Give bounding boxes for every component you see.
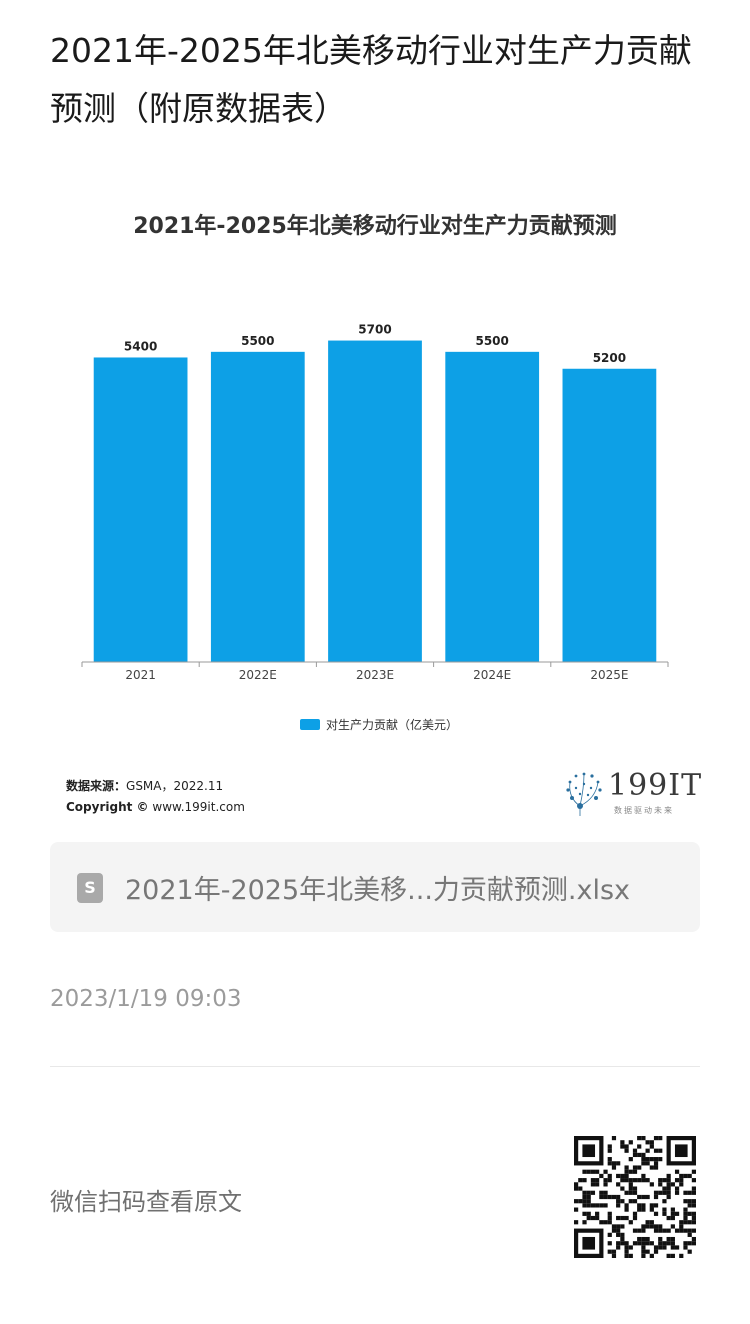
source-value: GSMA，2022.11 <box>126 779 224 793</box>
logo-tagline: 数据驱动未来 <box>614 806 674 815</box>
x-tick-label: 2024E <box>473 668 511 682</box>
legend-label: 对生产力贡献（亿美元） <box>326 718 459 732</box>
data-label: 5200 <box>593 351 626 365</box>
chart-title: 2021年-2025年北美移动行业对生产力贡献预测 <box>133 214 617 239</box>
attachment-card[interactable]: S 2021年-2025年北美移...力贡献预测.xlsx <box>50 842 700 932</box>
source-label: 数据来源： <box>66 779 127 793</box>
bar <box>445 351 540 662</box>
copyright-label: Copyright © <box>66 800 149 814</box>
x-tick-label: 2022E <box>239 668 277 682</box>
chart-image: 5400 2021 5500 2022E 5700 2023E 5500 2024E 5200 2… <box>50 190 701 830</box>
199it-logo: 199IT 数据驱动未来 <box>558 768 701 818</box>
x-tick-label: 2025E <box>590 668 628 682</box>
x-tick-label: 2021 <box>125 668 156 682</box>
logo-text: 199IT <box>608 768 703 803</box>
legend-swatch <box>300 719 320 730</box>
bar <box>210 351 305 662</box>
x-tick-label: 2023E <box>356 668 394 682</box>
dandelion-icon <box>566 772 602 816</box>
divider <box>50 1066 700 1067</box>
wechat-scan-prompt: 微信扫码查看原文 <box>50 1188 242 1216</box>
publish-timestamp: 2023/1/19 09:03 <box>50 986 242 1012</box>
bar <box>328 340 422 662</box>
data-source: 数据来源：GSMA，2022.11 Copyright © www.199it.… <box>66 776 245 818</box>
bar <box>562 368 657 662</box>
data-label: 5400 <box>124 339 157 353</box>
article-title: 2021年-2025年北美移动行业对生产力贡献预测（附原数据表） <box>50 31 692 128</box>
qr-code[interactable] <box>574 1136 696 1258</box>
data-label: 5500 <box>475 334 508 348</box>
copyright-value: www.199it.com <box>152 800 245 814</box>
spreadsheet-icon: S <box>77 873 103 903</box>
bar <box>93 357 188 662</box>
attachment-filename: 2021年-2025年北美移...力贡献预测.xlsx <box>125 875 631 906</box>
chart-legend: 对生产力贡献（亿美元） <box>300 716 458 733</box>
data-label: 5500 <box>241 334 274 348</box>
bar-chart: 5400 2021 5500 2022E 5700 2023E 5500 2024E 5200 2… <box>81 323 669 682</box>
data-label: 5700 <box>358 323 391 337</box>
